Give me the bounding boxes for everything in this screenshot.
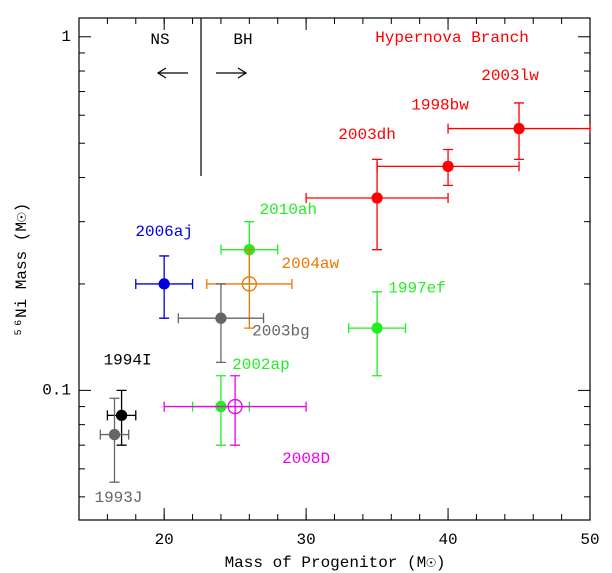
point-label: 2006aj xyxy=(135,223,193,241)
point-label: 1998bw xyxy=(411,97,469,115)
x-tick-label: 50 xyxy=(580,531,599,549)
y-tick-label: 0.1 xyxy=(42,382,71,400)
y-error-bar xyxy=(372,158,383,251)
y-error-bar xyxy=(230,375,241,446)
point-label: 2002ap xyxy=(232,356,290,374)
point xyxy=(115,409,128,421)
point xyxy=(442,160,454,173)
y-error-bar xyxy=(109,397,120,483)
point xyxy=(241,276,257,292)
point xyxy=(371,322,383,334)
x-tick-label: 20 xyxy=(155,531,174,549)
point-label: 2010ah xyxy=(260,201,318,219)
point xyxy=(158,278,170,290)
y-error-bar xyxy=(372,291,383,377)
point-label: 2008D xyxy=(282,450,330,468)
point xyxy=(513,122,525,135)
point xyxy=(371,192,383,204)
bh-label: BH xyxy=(233,31,252,49)
y-error-bar xyxy=(244,249,255,329)
x-axis-label: Mass of Progenitor (M☉) xyxy=(225,554,446,572)
arrows xyxy=(156,67,248,79)
point xyxy=(215,312,227,324)
x-tick-label: 30 xyxy=(297,531,316,549)
point-label: 2003dh xyxy=(338,126,396,144)
point-label: 1993J xyxy=(94,489,142,507)
point-label: 1997ef xyxy=(388,279,446,297)
ns-label: NS xyxy=(150,31,169,49)
point-label: 2003lw xyxy=(481,67,539,85)
branch-label: Hypernova Branch xyxy=(375,29,529,47)
point-label: 2003bg xyxy=(252,322,310,340)
y-tick-label: 1 xyxy=(61,28,71,46)
point-label: 2004aw xyxy=(282,255,340,273)
point xyxy=(108,428,121,441)
point xyxy=(227,398,243,415)
y-axis-label: ⁵⁶Ni Mass (M☉) xyxy=(13,203,31,337)
x-tick-label: 40 xyxy=(438,531,457,549)
point-label: 1994I xyxy=(104,352,152,370)
